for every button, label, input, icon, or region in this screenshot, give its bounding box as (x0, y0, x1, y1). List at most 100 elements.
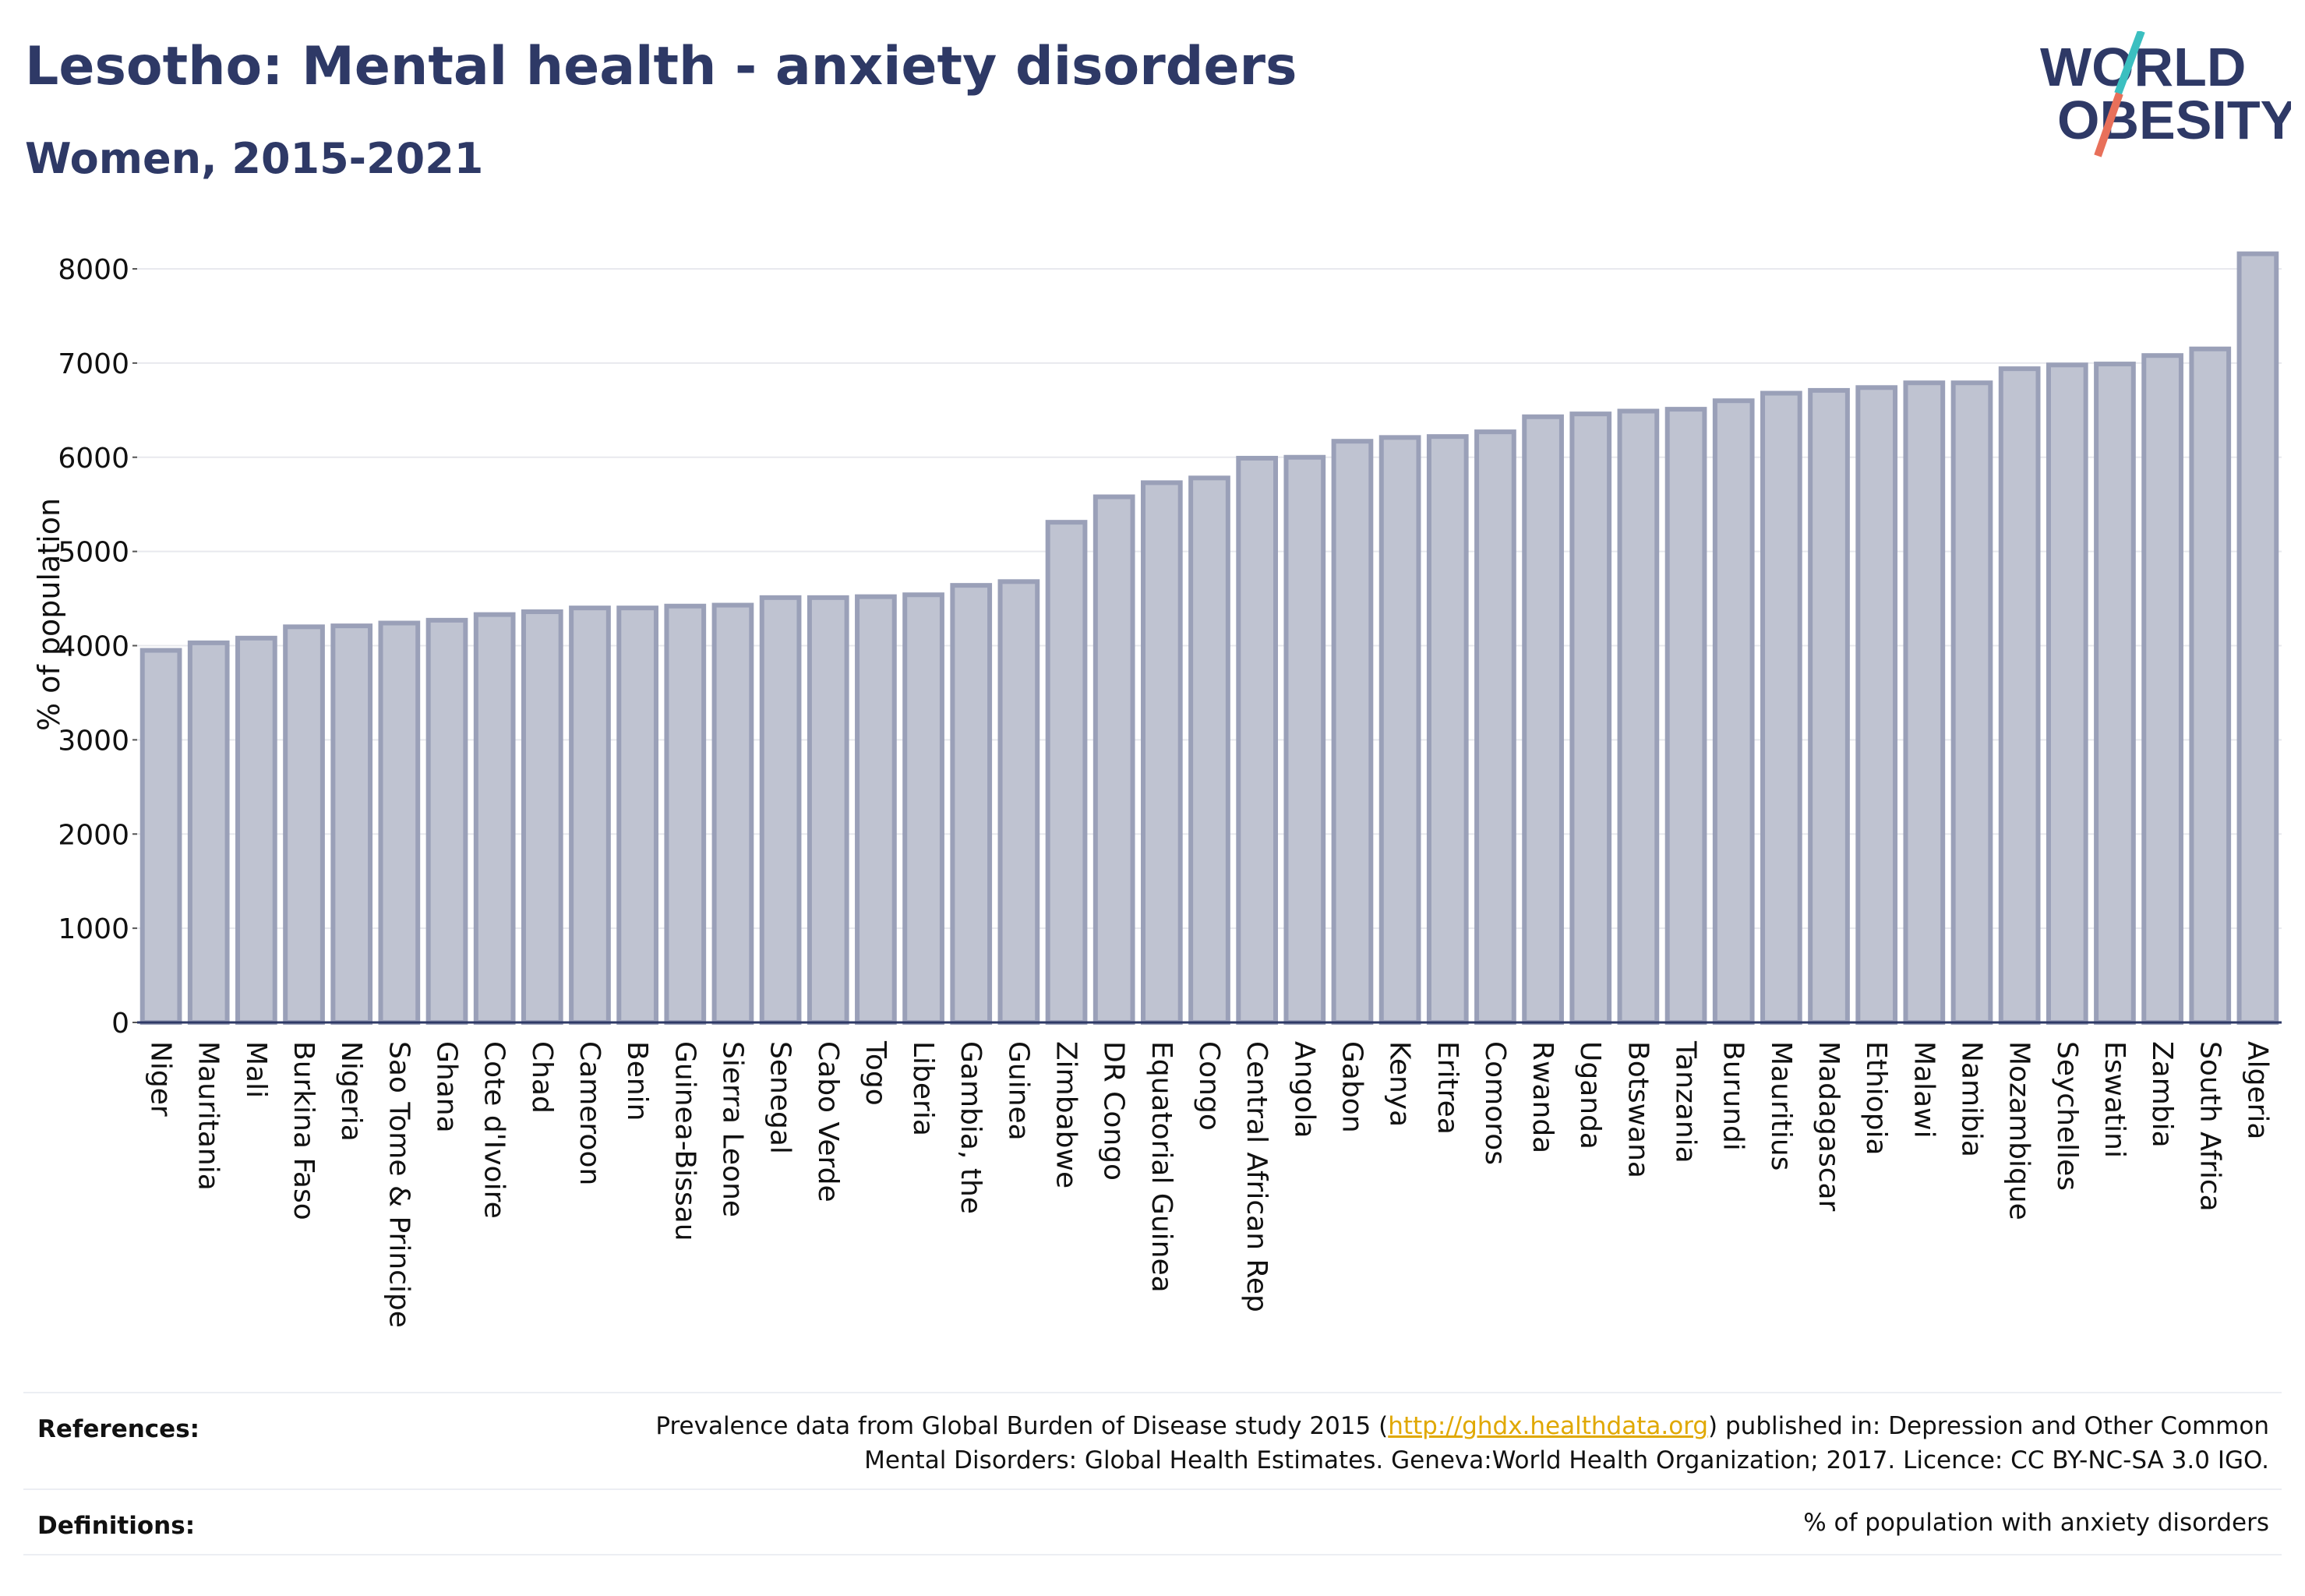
x-tick-label: Zambia (2146, 1041, 2178, 1148)
bar (950, 583, 993, 1025)
x-tick-label: Eritrea (1431, 1041, 1463, 1135)
bar (664, 603, 707, 1025)
x-tick-label: Gambia, the (955, 1041, 987, 1214)
y-tick-label: 8000 (58, 254, 129, 286)
bar (1569, 411, 1612, 1025)
bar (1188, 475, 1230, 1025)
x-tick-label: Mozambique (2003, 1041, 2035, 1220)
x-tick-label: Comoros (1479, 1041, 1511, 1165)
bar (759, 595, 802, 1025)
divider (23, 1392, 2282, 1393)
bar (616, 606, 658, 1025)
x-tick-label: Ethiopia (1860, 1041, 1892, 1156)
x-tick-label: Chad (526, 1041, 558, 1114)
references-link[interactable]: http://ghdx.healthdata.org (1388, 1412, 1709, 1440)
x-tick-label: Niger (145, 1041, 177, 1117)
x-tick-label: Cabo Verde (812, 1041, 844, 1202)
bar (1712, 398, 1755, 1025)
y-axis-ticks: 0 1000 2000 3000 4000 5000 6000 7000 8000 (58, 254, 137, 1040)
divider (23, 1554, 2282, 1555)
x-tick-label: Congo (1193, 1041, 1225, 1131)
bar (1378, 435, 1421, 1025)
x-tick-label: Zimbabwe (1050, 1041, 1082, 1188)
world-obesity-logo: WORLD OBESITY (2040, 31, 2291, 157)
bar (807, 595, 849, 1025)
bar (2141, 353, 2183, 1025)
bar (2189, 346, 2232, 1025)
bar (425, 617, 468, 1025)
references-text: Prevalence data from Global Burden of Di… (655, 1409, 2269, 1478)
x-tick-label: Angola (1288, 1041, 1320, 1138)
x-tick-label: Sierra Leone (716, 1041, 748, 1217)
x-tick-label: Uganda (1574, 1041, 1606, 1149)
x-tick-label: Togo (860, 1040, 891, 1106)
bar (187, 640, 230, 1026)
x-tick-label: Central African Rep (1241, 1041, 1273, 1312)
bar (1045, 520, 1088, 1025)
bar (330, 623, 373, 1026)
bar (1950, 380, 1993, 1026)
bar (711, 602, 754, 1025)
bar (1331, 439, 1374, 1025)
bar (1903, 380, 1946, 1026)
x-tick-label: Guinea (1002, 1041, 1034, 1141)
x-tick-label: Mauritius (1765, 1041, 1797, 1171)
logo-slash-top (2114, 31, 2145, 95)
bar (1760, 390, 1802, 1025)
x-tick-label: Nigeria (335, 1041, 367, 1142)
bar (2094, 362, 2136, 1025)
x-tick-label: Burkina Faso (288, 1041, 319, 1220)
bar (1283, 454, 1326, 1025)
bar (139, 648, 182, 1025)
chart-title: Lesotho: Mental health - anxiety disorde… (25, 36, 1297, 97)
references-label: References: (37, 1415, 200, 1443)
x-axis-ticks: Niger Mauritania Mali Burkina Faso Nigeria Sa… (145, 1040, 2274, 1328)
bar (1092, 494, 1135, 1025)
bar (855, 594, 897, 1025)
bar (2046, 362, 2088, 1026)
x-tick-label: Mali (240, 1041, 272, 1098)
x-tick-label: Guinea-Bissau (669, 1041, 701, 1241)
x-tick-label: Mauritania (192, 1041, 224, 1191)
chart-subtitle: Women, 2015-2021 (25, 134, 484, 183)
bar (235, 635, 277, 1026)
bar (997, 579, 1040, 1025)
bar (569, 606, 611, 1025)
bar (1474, 429, 1516, 1025)
x-tick-label: Benin (621, 1041, 653, 1121)
bar (378, 620, 421, 1025)
y-tick-label: 5000 (58, 537, 129, 569)
x-tick-label: Senegal (764, 1041, 796, 1154)
bar (1855, 385, 1898, 1025)
y-tick-label: 0 (111, 1008, 129, 1040)
logo-word-obesity: OBESITY (2057, 90, 2291, 150)
y-tick-label: 3000 (58, 725, 129, 757)
x-tick-label: Rwanda (1527, 1041, 1558, 1153)
bar (1140, 480, 1183, 1025)
x-tick-label: DR Congo (1098, 1041, 1130, 1181)
bar (902, 592, 944, 1025)
x-tick-label: Tanzania (1670, 1040, 1702, 1163)
bar (1522, 414, 1564, 1025)
x-tick-label: Gabon (1336, 1041, 1368, 1133)
references-text-part1: Prevalence data from Global Burden of Di… (655, 1412, 1389, 1440)
definitions-text: % of population with anxiety disorders (1803, 1509, 2269, 1537)
logo-slash-bottom (2094, 92, 2123, 157)
x-tick-label: Sao Tome & Principe (383, 1041, 415, 1328)
x-tick-label: South Africa (2194, 1041, 2226, 1212)
x-tick-label: Madagascar (1813, 1041, 1844, 1212)
x-tick-label: Botswana (1622, 1041, 1654, 1178)
bar (1426, 434, 1469, 1025)
bar (1998, 366, 2041, 1025)
y-tick-label: 1000 (58, 913, 129, 945)
x-tick-label: Cote d'Ivoire (478, 1041, 510, 1219)
bar (521, 609, 563, 1025)
bar (2236, 251, 2279, 1026)
x-tick-label: Equatorial Guinea (1145, 1041, 1177, 1293)
bar (283, 624, 325, 1025)
x-tick-label: Malawi (1908, 1041, 1940, 1139)
x-tick-label: Cameroon (574, 1041, 605, 1185)
bar (1236, 455, 1279, 1025)
y-tick-label: 2000 (58, 819, 129, 851)
y-tick-label: 7000 (58, 348, 129, 380)
